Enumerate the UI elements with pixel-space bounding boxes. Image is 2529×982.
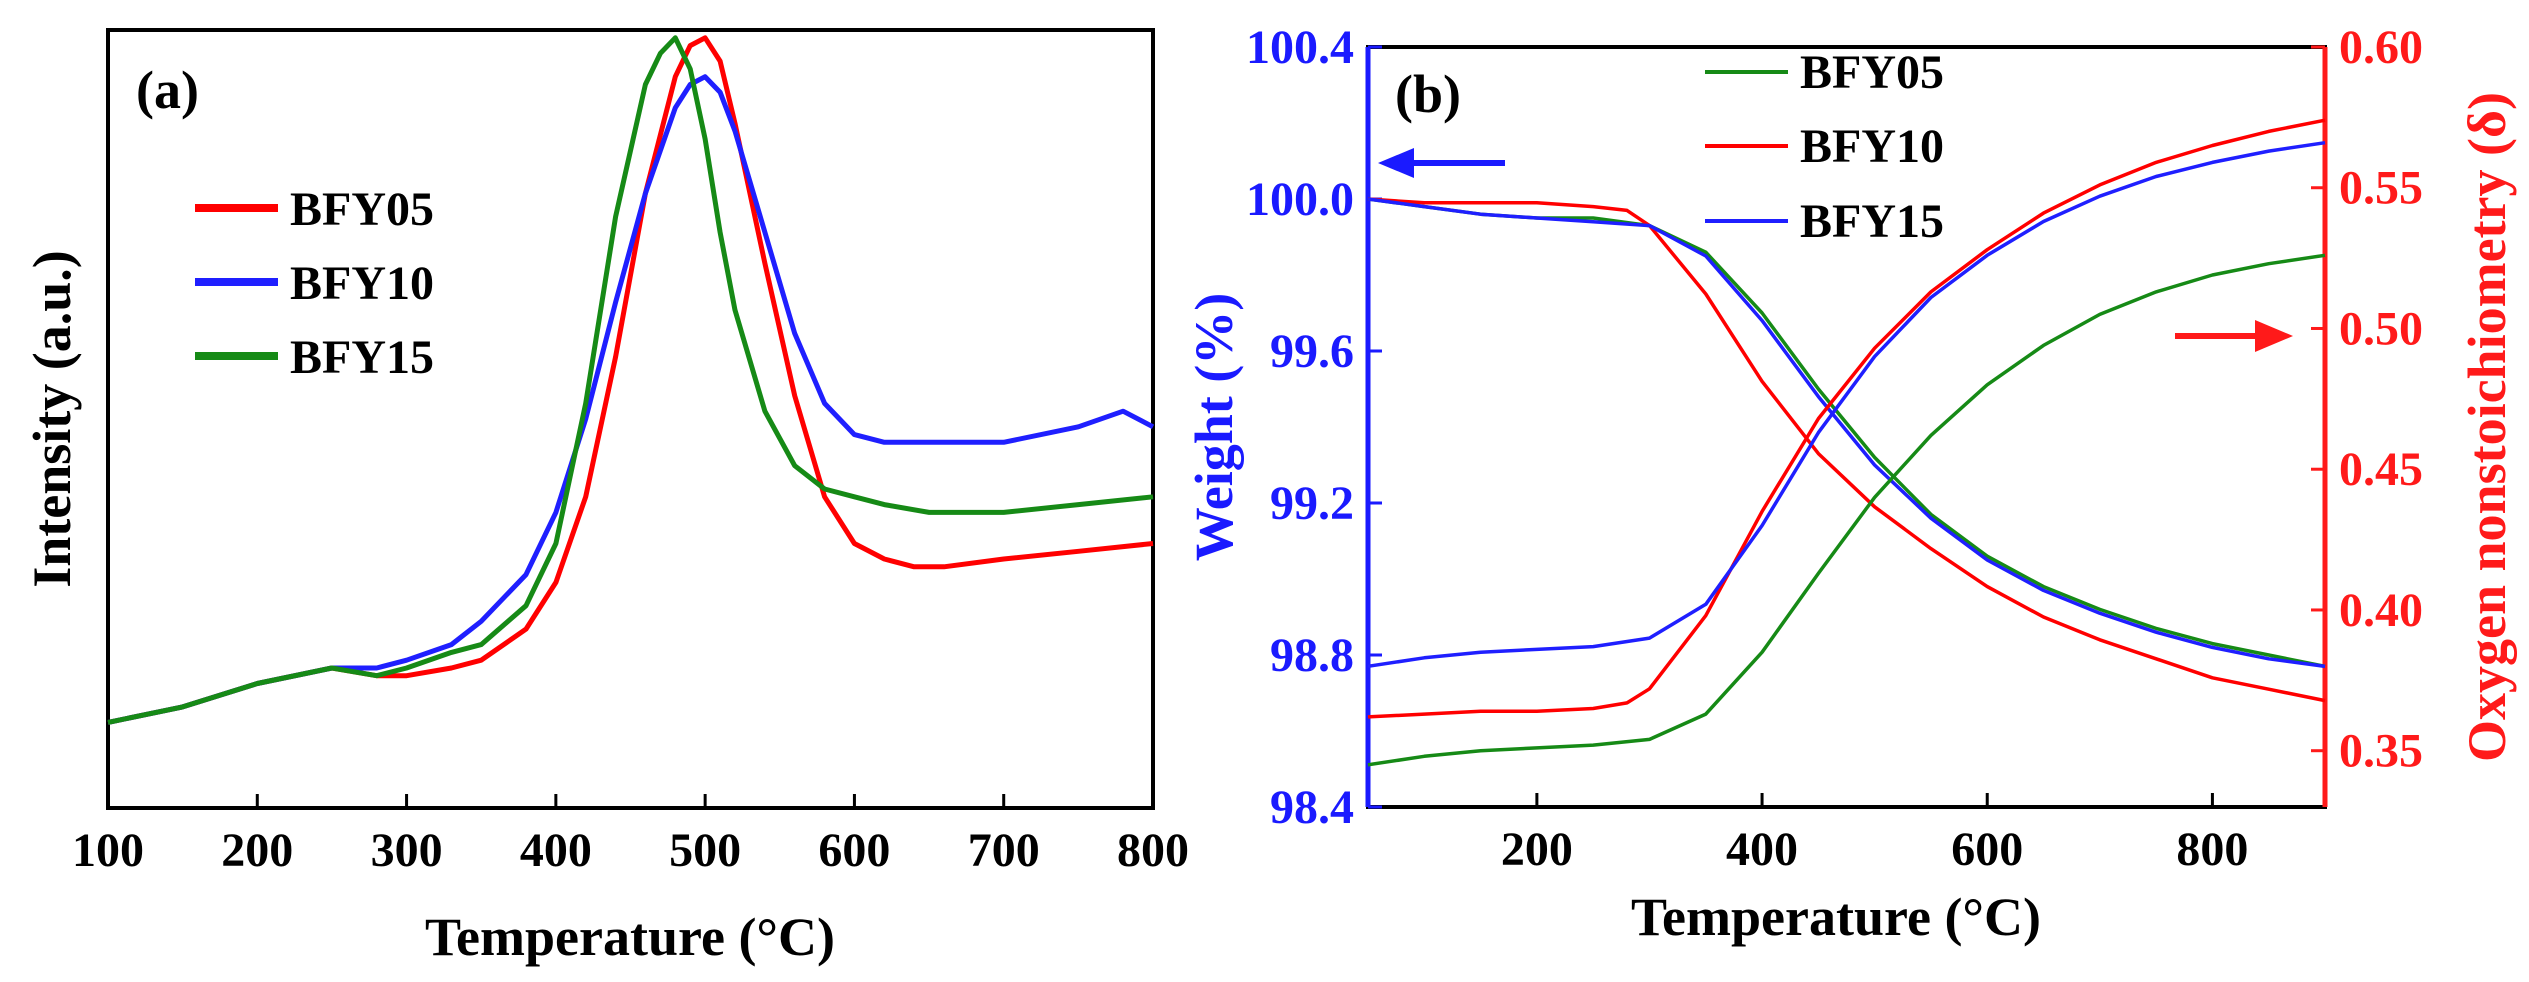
panel-b-series-lines <box>1367 118 2326 767</box>
right-axis-arrow-icon <box>2175 320 2293 352</box>
panel-b-x-axis-title: Temperature (°C) <box>1631 887 2041 947</box>
left-axis-arrow-icon <box>1378 148 1505 178</box>
panel-a-x-tick-label: 700 <box>968 824 1040 877</box>
panel-a-x-tick-label: 400 <box>520 824 592 877</box>
panel-b-left-tick-label: 99.6 <box>1270 325 1354 378</box>
panel-a-legend-label-0: BFY05 <box>290 183 434 236</box>
panel-b-x-tick-label: 200 <box>1501 823 1573 876</box>
panel-a-legend: BFY05 BFY10 BFY15 <box>195 183 434 384</box>
panel-a-series-BFY10 <box>107 74 1155 725</box>
panel-b-right-tick-label: 0.50 <box>2339 302 2423 355</box>
panel-b-legend-label-2: BFY15 <box>1800 195 1944 248</box>
panel-a-y-axis-title: Intensity (a.u.) <box>22 250 82 588</box>
panel-b-x-tick-label: 600 <box>1951 823 2023 876</box>
panel-b-delta-series-BFY05 <box>1367 253 2326 767</box>
panel-b-x-tick-label: 800 <box>2176 823 2248 876</box>
panel-a-label: (a) <box>136 60 199 120</box>
panel-b-left-tick-label: 99.2 <box>1270 477 1354 530</box>
panel-b-x-tick-label: 400 <box>1726 823 1798 876</box>
panel-b-label: (b) <box>1395 64 1461 124</box>
panel-b-legend: BFY05 BFY10 BFY15 <box>1705 46 1944 248</box>
panel-a-series-BFY05 <box>107 35 1154 725</box>
panel-a-x-tick-label: 100 <box>72 824 144 877</box>
panel-b-weight-series-BFY10 <box>1367 197 2326 703</box>
panel-b-delta-series-BFY15 <box>1367 140 2326 669</box>
panel-a-x-tick-label: 800 <box>1117 824 1189 877</box>
panel-b-weight-series-BFY15 <box>1367 197 2326 669</box>
panel-a-plot-frame <box>106 28 1155 810</box>
panel-b: 200 400 600 800 98.4 98.8 99.2 99.6 100.0 100.4 0.… <box>1184 21 2517 947</box>
panel-a-x-axis-title: Temperature (°C) <box>425 907 835 967</box>
panel-a-x-tick-label: 500 <box>669 824 741 877</box>
panel-b-left-tick-label: 100.4 <box>1246 21 1354 74</box>
panel-b-right-tick-label: 0.40 <box>2339 584 2423 637</box>
panel-b-delta-series-BFY10 <box>1367 118 2326 719</box>
panel-a-x-tick-label: 600 <box>818 824 890 877</box>
panel-b-ticks: 200 400 600 800 98.4 98.8 99.2 99.6 100.0 100.4 0.… <box>1246 21 2423 876</box>
panel-a-x-tick-label: 200 <box>221 824 293 877</box>
panel-b-left-y-axis-title: Weight (%) <box>1184 293 1244 561</box>
panel-b-right-tick-label: 0.55 <box>2339 162 2423 215</box>
panel-a-x-ticks: 100 200 300 400 500 600 700 800 <box>72 794 1189 877</box>
panel-b-left-tick-label: 100.0 <box>1246 173 1354 226</box>
panel-b-right-tick-label: 0.60 <box>2339 21 2423 74</box>
panel-b-left-tick-label: 98.4 <box>1270 781 1354 834</box>
panel-b-right-tick-label: 0.35 <box>2339 725 2423 778</box>
panel-a-series-BFY15 <box>107 35 1154 725</box>
panel-a-series-lines <box>107 35 1155 725</box>
panel-b-left-tick-label: 98.8 <box>1270 629 1354 682</box>
panel-b-legend-label-1: BFY10 <box>1800 120 1944 173</box>
panel-a-legend-label-1: BFY10 <box>290 257 434 310</box>
panel-a: 100 200 300 400 500 600 700 800 (a) BFY05 BFY10… <box>22 28 1189 967</box>
panel-b-right-tick-label: 0.45 <box>2339 443 2423 496</box>
panel-a-legend-label-2: BFY15 <box>290 331 434 384</box>
panel-b-legend-label-0: BFY05 <box>1800 46 1944 99</box>
panel-a-x-tick-label: 300 <box>371 824 443 877</box>
panel-b-right-y-axis-title: Oxygen nonstoichiometry (δ) <box>2457 92 2517 762</box>
